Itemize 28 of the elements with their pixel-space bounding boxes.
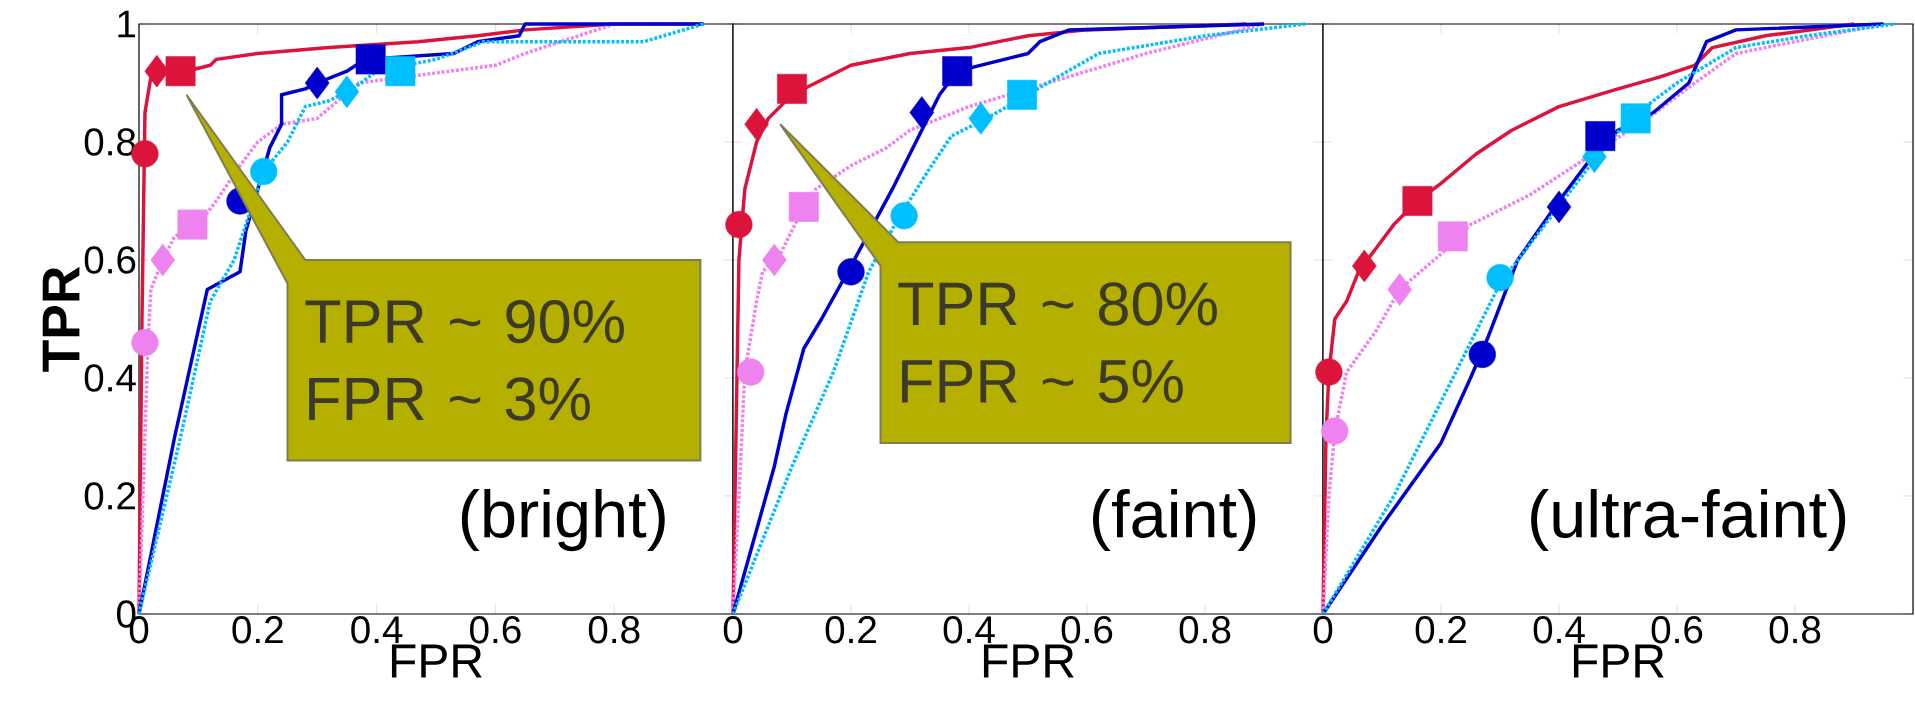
x-tick-label: 0.6 [1651, 616, 1703, 644]
x-tick-label: 0.6 [470, 616, 521, 644]
x-tick-label: 0.4 [1533, 616, 1585, 644]
y-tick-label: 0.4 [84, 364, 136, 392]
x-tick-label: 0.2 [825, 616, 876, 644]
annotation: TPR ~ 90% FPR ~ 3% [305, 299, 624, 421]
x-tick-label: 0.2 [232, 616, 283, 644]
x-axis-title: FPR [983, 644, 1074, 678]
x-tick-label: 0.2 [1415, 616, 1466, 644]
y-tick-label: 0.2 [84, 482, 136, 510]
annotation: TPR ~ 80% FPR ~ 5% [898, 282, 1217, 403]
x-tick-label: 0.8 [1179, 616, 1231, 644]
x-axis-title: FPR [391, 644, 482, 678]
x-tick-label: 0 [1313, 616, 1333, 644]
annotation: (faint) [1093, 488, 1256, 552]
annotation: (ultra-faint) [1531, 488, 1846, 552]
x-tick-label: 0.4 [351, 616, 403, 644]
x-tick-label: 0 [723, 616, 743, 644]
y-tick-label: 0.8 [84, 128, 136, 156]
x-tick-label: 0.8 [1769, 616, 1821, 644]
x-tick-label: 0.4 [943, 616, 995, 644]
x-tick-label: 0.8 [588, 616, 640, 644]
x-axis-title: FPR [1573, 644, 1664, 678]
y-axis-title: TPR [42, 266, 80, 372]
y-tick-label: 0.6 [84, 246, 136, 274]
y-tick-label: 1 [118, 10, 136, 38]
x-tick-label: 0.6 [1061, 616, 1113, 644]
annotation: (bright) [461, 488, 665, 552]
